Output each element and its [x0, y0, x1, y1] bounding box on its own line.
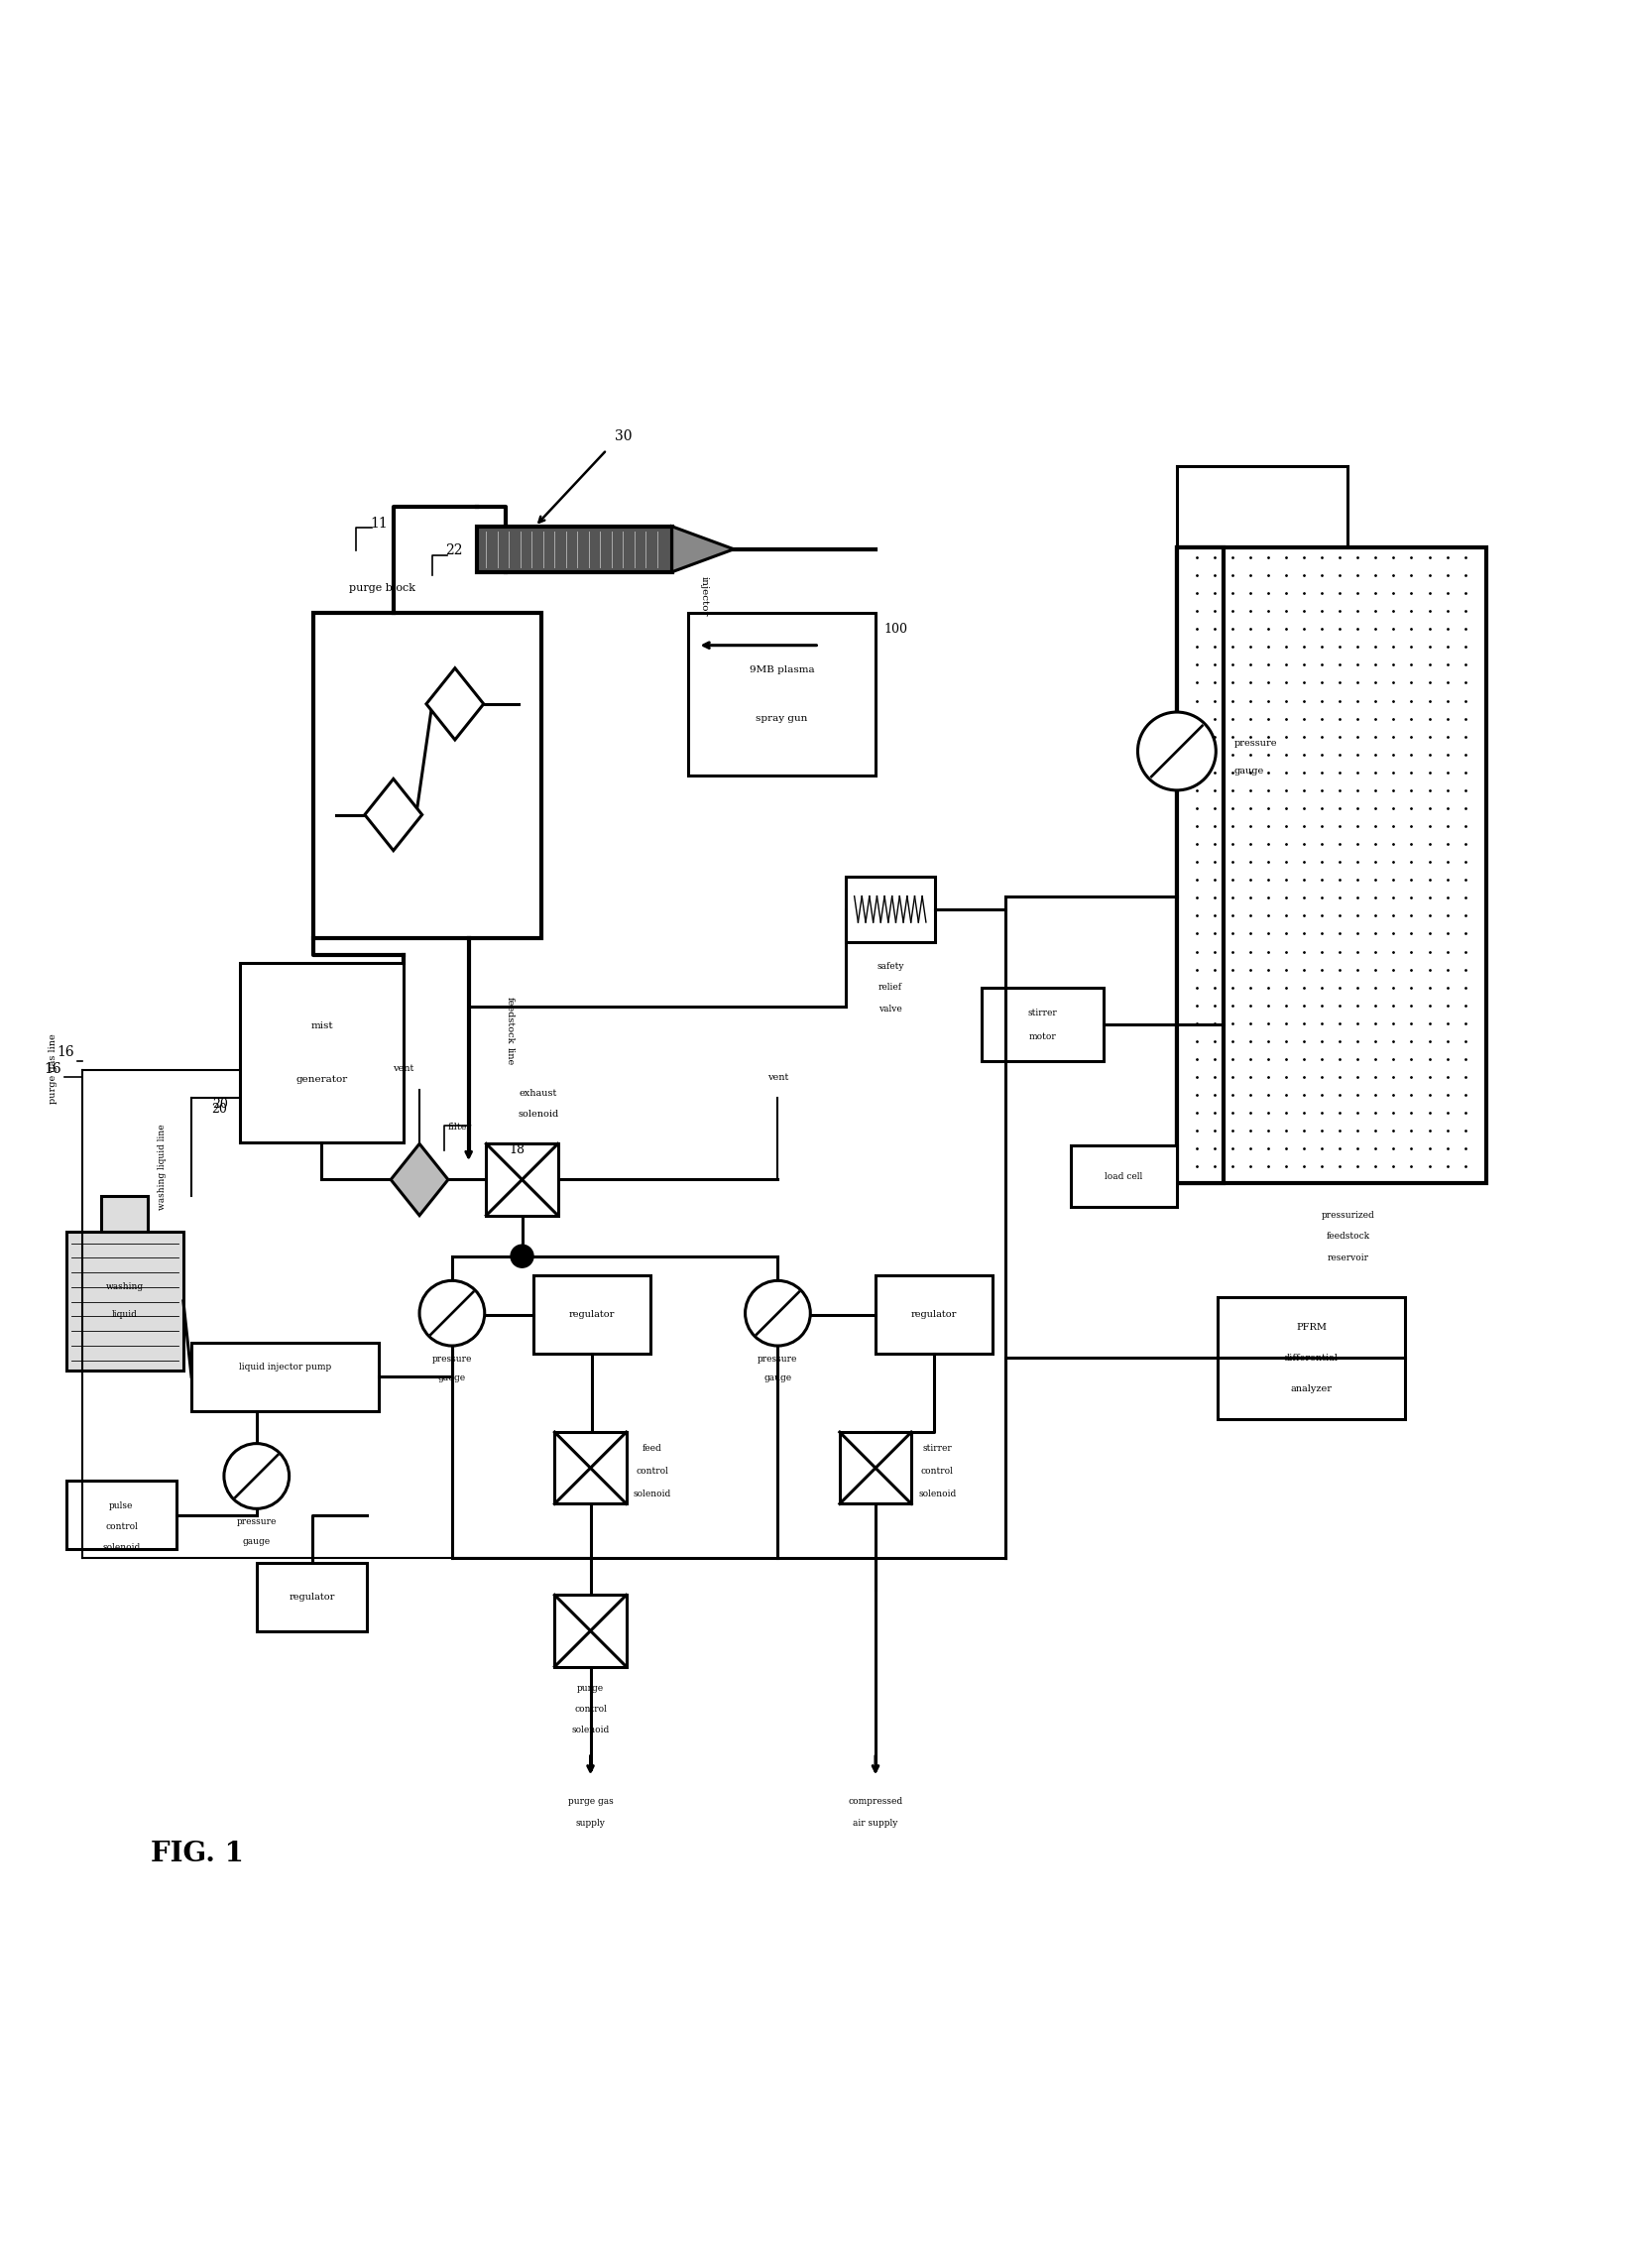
Text: solenoid: solenoid	[634, 1490, 671, 1499]
Text: safety: safety	[876, 962, 904, 971]
Text: FIG. 1: FIG. 1	[151, 1842, 244, 1867]
Text: stirrer: stirrer	[1028, 1009, 1058, 1016]
Text: control: control	[637, 1467, 668, 1476]
Text: feed: feed	[643, 1445, 661, 1454]
Circle shape	[745, 1281, 810, 1345]
Bar	[876, 1275, 992, 1354]
Text: vent: vent	[768, 1073, 789, 1082]
Polygon shape	[671, 526, 733, 572]
Text: gauge: gauge	[439, 1374, 467, 1383]
Bar	[486, 1143, 558, 1216]
Text: regulator: regulator	[290, 1592, 336, 1601]
Text: filter: filter	[449, 1123, 471, 1132]
Bar	[1218, 1297, 1405, 1420]
Bar	[845, 878, 935, 941]
Text: spray gun: spray gun	[756, 714, 807, 723]
Text: pressure: pressure	[237, 1517, 277, 1526]
Bar	[65, 1481, 177, 1549]
Bar	[241, 964, 403, 1143]
Bar	[555, 1594, 627, 1667]
Bar	[101, 1195, 147, 1232]
Text: feedstock: feedstock	[1326, 1232, 1370, 1241]
Text: generator: generator	[296, 1075, 347, 1084]
Text: analyzer: analyzer	[1290, 1383, 1333, 1393]
Bar	[1177, 547, 1223, 1184]
Text: load cell: load cell	[1105, 1173, 1143, 1182]
Text: purge block: purge block	[349, 583, 416, 594]
Text: stirrer: stirrer	[923, 1445, 953, 1454]
Text: 100: 100	[884, 621, 909, 635]
Text: line: line	[504, 1048, 514, 1066]
Text: purge gas line: purge gas line	[49, 1034, 57, 1105]
Text: pressurized: pressurized	[1321, 1211, 1375, 1220]
Circle shape	[511, 1245, 534, 1268]
Text: 16: 16	[57, 1046, 75, 1059]
Text: motor: motor	[1028, 1032, 1056, 1041]
Text: regulator: regulator	[570, 1311, 616, 1320]
Bar	[840, 1431, 912, 1504]
Polygon shape	[426, 669, 483, 739]
Text: gauge: gauge	[1234, 767, 1264, 776]
Text: 20: 20	[213, 1098, 228, 1111]
Text: 30: 30	[616, 431, 632, 445]
Text: air supply: air supply	[853, 1819, 899, 1828]
Text: relief: relief	[879, 982, 902, 991]
Bar	[534, 1275, 652, 1354]
Circle shape	[224, 1442, 290, 1508]
Text: liquid injector pump: liquid injector pump	[239, 1363, 331, 1372]
Circle shape	[419, 1281, 485, 1345]
Text: valve: valve	[879, 1005, 902, 1014]
Text: pressure: pressure	[1234, 739, 1277, 748]
Text: gauge: gauge	[242, 1538, 270, 1547]
Text: pressure: pressure	[432, 1354, 471, 1363]
Bar	[1071, 1145, 1177, 1207]
Polygon shape	[365, 778, 422, 850]
Text: solenoid: solenoid	[517, 1109, 558, 1118]
Text: 20: 20	[211, 1102, 226, 1116]
Text: compressed: compressed	[848, 1799, 904, 1805]
Text: reservoir: reservoir	[1328, 1254, 1369, 1263]
Text: solenoid: solenoid	[571, 1726, 609, 1735]
Bar	[65, 1232, 183, 1370]
Text: PFRM: PFRM	[1297, 1322, 1326, 1331]
Text: control: control	[105, 1522, 138, 1531]
Text: 18: 18	[509, 1143, 525, 1157]
Circle shape	[1138, 712, 1216, 789]
Text: injector: injector	[701, 576, 709, 617]
Text: washing liquid line: washing liquid line	[157, 1123, 167, 1209]
Bar	[555, 1431, 627, 1504]
Bar	[192, 1343, 378, 1411]
Text: solenoid: solenoid	[103, 1542, 141, 1551]
Text: 9MB plasma: 9MB plasma	[750, 665, 814, 674]
Text: control: control	[922, 1467, 954, 1476]
Text: purge gas: purge gas	[568, 1799, 614, 1805]
Text: differential: differential	[1283, 1354, 1339, 1363]
Text: exhaust: exhaust	[519, 1089, 557, 1098]
Text: regulator: regulator	[912, 1311, 958, 1320]
Bar	[476, 526, 671, 572]
Text: 22: 22	[445, 544, 462, 558]
Text: washing: washing	[106, 1284, 144, 1290]
Text: liquid: liquid	[111, 1311, 138, 1320]
Text: purge: purge	[576, 1683, 604, 1692]
Bar	[314, 612, 542, 939]
Bar	[688, 612, 876, 776]
Text: solenoid: solenoid	[918, 1490, 956, 1499]
Text: pressure: pressure	[758, 1354, 797, 1363]
Bar	[1177, 547, 1486, 1184]
Text: pulse: pulse	[110, 1501, 134, 1510]
Text: control: control	[575, 1706, 607, 1715]
Bar	[981, 987, 1103, 1061]
Bar	[257, 1563, 367, 1631]
Text: gauge: gauge	[764, 1374, 792, 1383]
Text: 16: 16	[44, 1061, 61, 1075]
Text: 11: 11	[370, 517, 388, 531]
Text: supply: supply	[576, 1819, 606, 1828]
Text: feedstock: feedstock	[504, 996, 514, 1043]
Text: mist: mist	[311, 1021, 332, 1030]
Text: vent: vent	[393, 1064, 414, 1073]
Polygon shape	[391, 1143, 449, 1216]
